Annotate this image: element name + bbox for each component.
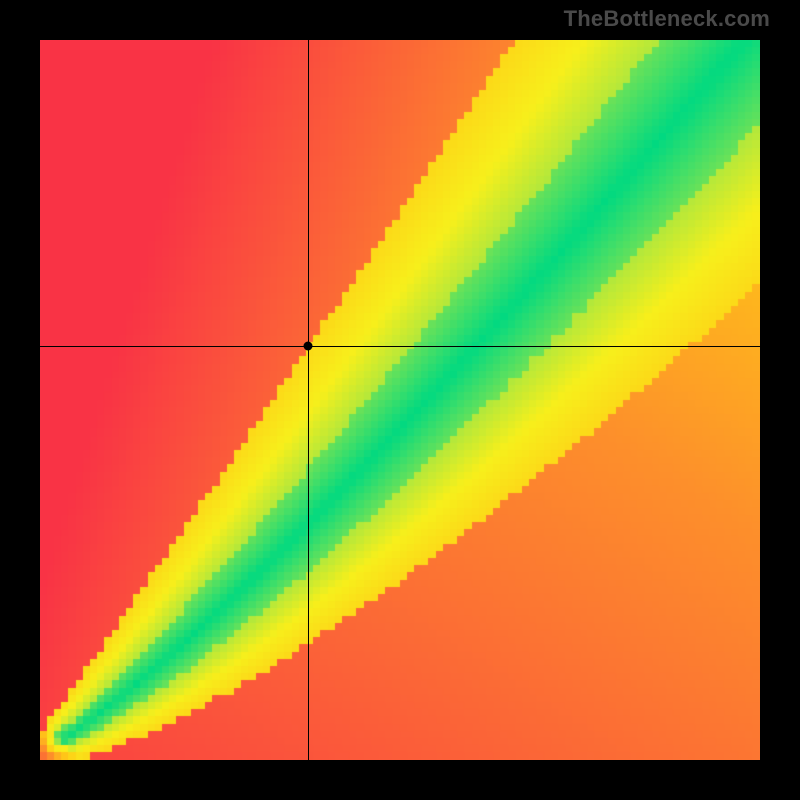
- crosshair-horizontal: [40, 346, 760, 347]
- selected-point: [303, 342, 312, 351]
- bottleneck-heatmap: [40, 40, 760, 760]
- crosshair-vertical: [308, 40, 309, 760]
- frame: TheBottleneck.com: [0, 0, 800, 800]
- attribution-text: TheBottleneck.com: [564, 6, 770, 32]
